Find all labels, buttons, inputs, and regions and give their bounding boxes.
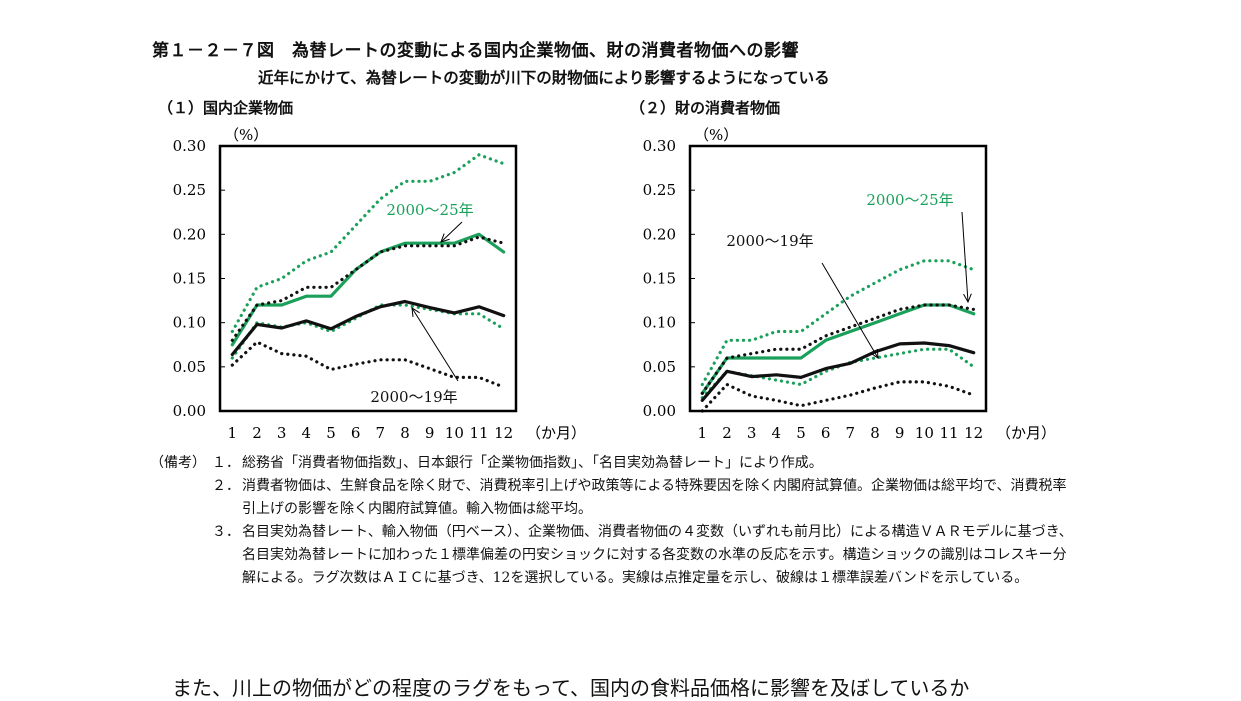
y-tick-label: 0.20 — [173, 225, 206, 243]
annotation-label: 2000～19年 — [726, 232, 813, 250]
annotation-label: 2000～19年 — [370, 388, 457, 406]
body-paragraph: また、川上の物価がどの程度のラグをもって、国内の食料品価格に影響を及ぼしているか — [172, 676, 970, 700]
annotation-label: 2000～25年 — [386, 201, 473, 219]
chart-domestic-corporate-prices: （%）0.000.050.100.150.200.250.301 2 3 4 5 6 7 8 9… — [173, 126, 586, 442]
y-tick-label: 0.30 — [173, 137, 206, 155]
y-unit-label: （%） — [224, 126, 268, 144]
x-tick-label: 4 — [302, 424, 312, 442]
series-line-black-lower — [230, 340, 506, 389]
note-number: ２． — [212, 478, 240, 494]
note-text: 消費者物価は、生鮮食品を除く財で、消費税率引上げや政策等による特殊要因を除く内閣… — [242, 478, 1067, 517]
x-tick-label: 10 — [445, 424, 464, 442]
panel-1-title: （１）国内企業物価 — [158, 99, 294, 117]
x-tick-label: 1 — [228, 424, 238, 442]
note-number: ３． — [212, 524, 240, 540]
annotation-arrow — [821, 262, 879, 359]
note-text: 名目実効為替レート、輸入物価（円ベース）、企業物価、消費者物価の４変数（いずれも… — [242, 524, 1073, 586]
annotation-label: 2000～25年 — [866, 191, 953, 209]
x-tick-label: 11 — [939, 424, 958, 442]
note-item: （備考） １． 総務省「消費者物価指数」、日本銀行「企業物価指数」、「名目実効為… — [150, 452, 1090, 475]
series-line-green-upper — [700, 259, 976, 387]
x-tick-label: 2 — [252, 424, 262, 442]
series-line-black-upper — [700, 303, 976, 395]
figure-title: 第１－２－７図 為替レートの変動による国内企業物価、財の消費者物価への影響 — [152, 41, 799, 61]
y-tick-label: 0.00 — [173, 402, 206, 420]
x-tick-label: 9 — [425, 424, 435, 442]
y-tick-label: 0.25 — [643, 181, 676, 199]
annotation-arrowhead — [411, 307, 420, 317]
x-tick-label: 1 — [698, 424, 708, 442]
y-tick-label: 0.05 — [643, 358, 676, 376]
x-tick-label: 6 — [821, 424, 831, 442]
x-tick-label: 8 — [870, 424, 880, 442]
x-unit-label: （か月） — [996, 424, 1056, 442]
y-tick-label: 0.25 — [173, 181, 206, 199]
series-line-black-upper — [230, 235, 506, 342]
y-tick-label: 0.15 — [173, 270, 206, 288]
note-item: ２． 消費者物価は、生鮮食品を除く財で、消費税率引上げや政策等による特殊要因を除… — [150, 475, 1090, 521]
x-tick-label: 3 — [747, 424, 757, 442]
plot-frame — [218, 144, 518, 413]
notes-head: （備考） — [150, 455, 206, 471]
x-tick-label: 5 — [326, 424, 336, 442]
x-tick-label: 7 — [846, 424, 856, 442]
x-tick-label: 10 — [915, 424, 934, 442]
chart-goods-consumer-prices: （%）0.000.050.100.150.200.250.301 2 3 4 5 6 7 8 9… — [643, 126, 1056, 442]
x-tick-label: 7 — [376, 424, 386, 442]
annotation-arrow — [411, 307, 459, 382]
annotation-arrow — [961, 211, 969, 303]
x-tick-label: 12 — [494, 424, 513, 442]
y-tick-label: 0.00 — [643, 402, 676, 420]
annotation-arrowhead — [870, 348, 879, 359]
note-item: ３． 名目実効為替レート、輸入物価（円ベース）、企業物価、消費者物価の４変数（い… — [150, 521, 1090, 590]
note-text: 総務省「消費者物価指数」、日本銀行「企業物価指数」、「名目実効為替レート」により… — [242, 455, 823, 471]
y-tick-label: 0.15 — [643, 270, 676, 288]
series-line-black-lower — [700, 380, 976, 413]
x-tick-label: 12 — [964, 424, 983, 442]
y-tick-label: 0.20 — [643, 225, 676, 243]
panel-2-title: （２）財の消費者物価 — [630, 99, 781, 117]
x-tick-label: 2 — [722, 424, 732, 442]
x-tick-label: 11 — [469, 424, 488, 442]
y-tick-label: 0.10 — [173, 314, 206, 332]
y-tick-label: 0.30 — [643, 137, 676, 155]
notes: （備考） １． 総務省「消費者物価指数」、日本銀行「企業物価指数」、「名目実効為… — [150, 452, 1090, 590]
annotation-arrowhead — [440, 233, 450, 243]
note-number: １． — [212, 455, 240, 471]
series-line-green-upper — [230, 153, 506, 334]
x-tick-label: 4 — [772, 424, 782, 442]
x-unit-label: （か月） — [526, 424, 586, 442]
series-line-green-point — [700, 303, 976, 395]
y-tick-label: 0.05 — [173, 358, 206, 376]
annotation-arrow — [440, 221, 463, 243]
figure-subtitle: 近年にかけて、為替レートの変動が川下の財物価により影響するようになっている — [258, 69, 830, 87]
series-line-black-point — [230, 299, 506, 357]
annotation-arrowhead — [963, 293, 972, 304]
series-line-black-point — [700, 341, 976, 402]
x-tick-label: 8 — [400, 424, 410, 442]
plot-frame — [688, 144, 988, 413]
x-tick-label: 6 — [351, 424, 361, 442]
y-tick-label: 0.10 — [643, 314, 676, 332]
x-tick-label: 3 — [277, 424, 287, 442]
x-tick-label: 9 — [895, 424, 905, 442]
y-unit-label: （%） — [694, 126, 738, 144]
x-tick-label: 5 — [796, 424, 806, 442]
